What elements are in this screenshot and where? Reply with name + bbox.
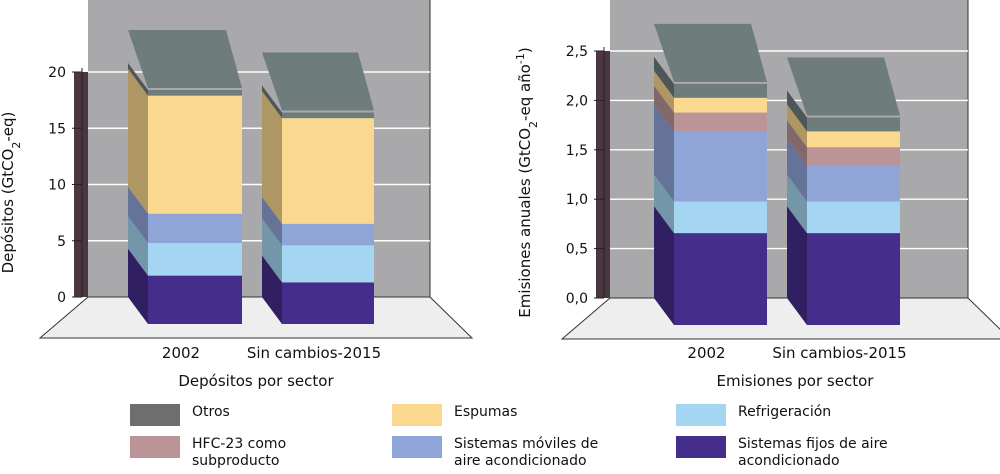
y-axis-label: Emisiones anuales (GtCO2-eq año-1) [514,47,540,317]
chart-2: 0,0 0,5 1,0 1,5 2,0 2,5 2002 Sin cambios-2015 Em… [514,0,1000,390]
x-category-label: 2002 [687,344,725,362]
bar-side-otros [128,63,148,96]
bar-side-sistemas-moviles-de-aire-acondicionado [128,186,148,243]
bar-side-sistemas-fijos-de-aire-acondicionado [262,255,282,324]
bar-side-refrigeracion [262,218,282,283]
legend-swatch-fijos [676,436,726,458]
bar-top-face [654,23,767,82]
legend-label-refrigeracion: Refrigeración [738,404,832,420]
legend-label-hfc23: HFC-23 como subproducto [192,436,287,469]
legend-label-fijos: Sistemas fijos de aire acondicionado [738,436,888,469]
side-wall [596,51,610,298]
bar-side-sistemas-moviles-de-aire-acondicionado [654,104,674,202]
y-tick-label: 2,5 [566,44,588,60]
bar-segment-hfc-23-como-subproducto [807,147,900,166]
bar-segment-refrigeracion [807,201,900,234]
bar-top-face [262,52,374,111]
x-category-label: Sin cambios-2015 [247,344,381,362]
chart-title: Emisiones por sector [717,372,875,390]
y-tick-label: 20 [48,65,66,81]
bar-segment-espumas [807,131,900,148]
legend-swatch-otros [130,404,180,426]
legend-label-espumas: Espumas [454,404,518,420]
legend-label-otros: Otros [192,404,230,420]
bar-segment-otros [148,90,242,96]
y-tick-label: 5 [57,234,66,250]
bar-side-refrigeracion [787,174,807,234]
bar-side-espumas [787,104,807,148]
bar-segment-refrigeracion [674,201,767,234]
y-tick-label: 10 [48,178,66,194]
bar-side-sistemas-moviles-de-aire-acondicionado [787,138,807,202]
bar-segment-sistemas-moviles-de-aire-acondicionado [674,131,767,202]
bar-2002 [654,23,767,325]
legend-item-otros: Otros [130,404,342,426]
bar-side-otros [262,85,282,119]
legend-swatch-espumas [392,404,442,426]
x-category-label: 2002 [162,344,200,362]
bar-side-hfc-23-como-subproducto [654,85,674,132]
bar-side-refrigeracion [128,216,148,276]
bar-sin-cambios-2015 [787,57,900,325]
y-tick-label: 1,0 [566,192,588,208]
chart-title: Depósitos por sector [178,372,334,390]
bar-side-espumas [654,70,674,113]
bar-segment-hfc-23-como-subproducto [674,112,767,132]
bar-segment-espumas [674,97,767,113]
legend-label-moviles: Sistemas móviles de aire acondicionado [454,436,599,469]
chart-1: 0 5 10 15 20 2002 Sin cambios-2015 Depósitos po… [0,0,474,390]
floor [38,296,474,339]
bar-top-face [787,57,900,116]
bar-side-otros [787,90,807,132]
y-tick-label: 2,0 [566,93,588,109]
legend: Otros HFC-23 como subproducto Espumas Si… [0,396,1000,474]
legend-swatch-hfc23 [130,436,180,458]
bar-segment-sistemas-fijos-de-aire-acondicionado [282,282,374,324]
bar-2002 [128,30,242,324]
y-tick-label: 15 [48,121,66,137]
bar-segment-otros [282,112,374,119]
legend-swatch-refrigeracion [676,404,726,426]
bar-segment-refrigeracion [148,243,242,276]
bar-segment-otros [674,83,767,98]
bar-segment-sistemas-fijos-de-aire-acondicionado [148,275,242,324]
y-tick-label: 1,5 [566,143,588,159]
y-tick-label: 0,0 [566,291,588,307]
bar-segment-espumas [148,95,242,214]
bar-side-hfc-23-como-subproducto [787,120,807,166]
bar-segment-sistemas-fijos-de-aire-acondicionado [807,233,900,325]
bar-segment-sistemas-moviles-de-aire-acondicionado [807,165,900,202]
bar-side-sistemas-moviles-de-aire-acondicionado [262,196,282,246]
legend-item-refrigeracion: Refrigeración [676,404,888,426]
bar-side-sistemas-fijos-de-aire-acondicionado [787,206,807,325]
bar-side-otros [654,56,674,98]
bar-side-sistemas-fijos-de-aire-acondicionado [128,248,148,324]
bar-sin-cambios-2015 [262,52,374,324]
bar-segment-espumas [282,118,374,224]
x-category-label: Sin cambios-2015 [772,344,906,362]
bar-side-espumas [128,68,148,214]
bar-side-sistemas-fijos-de-aire-acondicionado [654,206,674,325]
bar-top-face [128,30,242,88]
legend-swatch-moviles [392,436,442,458]
bar-segment-sistemas-fijos-de-aire-acondicionado [674,233,767,325]
bar-segment-refrigeracion [282,245,374,283]
bar-side-espumas [262,91,282,224]
legend-item-moviles: Sistemas móviles de aire acondicionado [392,436,604,470]
bar-segment-otros [807,117,900,132]
legend-item-hfc23: HFC-23 como subproducto [130,436,342,470]
legend-item-espumas: Espumas [392,404,604,426]
bar-segment-sistemas-moviles-de-aire-acondicionado [282,223,374,246]
side-wall-base [596,51,610,298]
legend-item-fijos: Sistemas fijos de aire acondicionado [676,436,888,470]
bar-side-refrigeracion [654,174,674,234]
y-tick-label: 0,5 [566,242,588,258]
y-tick-label: 0 [57,290,66,306]
floor [560,297,1000,340]
bar-segment-sistemas-moviles-de-aire-acondicionado [148,213,242,243]
y-axis-label: Depósitos (GtCO2-eq) [0,112,23,274]
